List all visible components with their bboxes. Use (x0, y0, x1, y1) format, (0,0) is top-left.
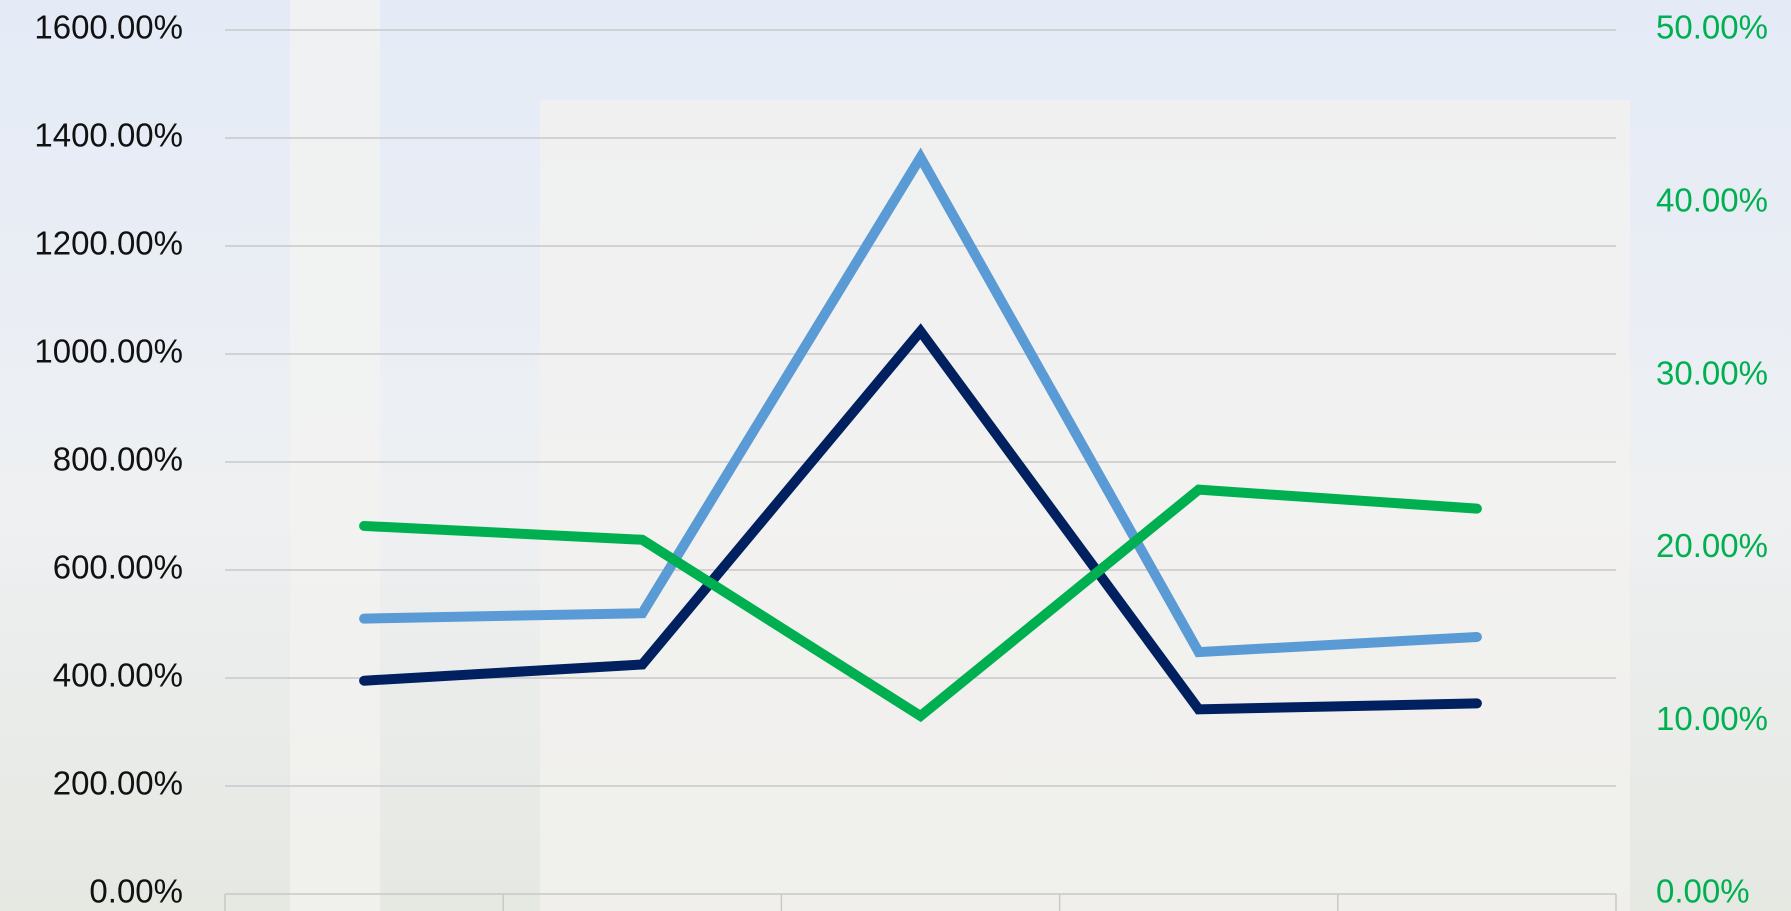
y-tick-label: 1200.00% (34, 225, 183, 262)
series-line (359, 323, 1482, 715)
y-tick-label: 1000.00% (34, 333, 183, 370)
y2-tick-label: 50.00% (1656, 9, 1768, 46)
y-tick-label: 200.00% (53, 765, 183, 802)
series-line (359, 147, 1482, 658)
y-tick-label: 400.00% (53, 657, 183, 694)
y2-tick-label: 0.00% (1656, 873, 1750, 910)
y-tick-label: 1400.00% (34, 117, 183, 154)
y-tick-label: 800.00% (53, 441, 183, 478)
y-tick-label: 0.00% (89, 873, 183, 910)
y2-tick-label: 20.00% (1656, 527, 1768, 564)
y2-tick-label: 10.00% (1656, 700, 1768, 737)
y2-tick-label: 40.00% (1656, 182, 1768, 219)
y2-tick-label: 30.00% (1656, 354, 1768, 391)
series-line (359, 484, 1482, 723)
building-backdrop (290, 0, 380, 911)
y-tick-label: 1600.00% (34, 9, 183, 46)
y-tick-label: 600.00% (53, 549, 183, 586)
